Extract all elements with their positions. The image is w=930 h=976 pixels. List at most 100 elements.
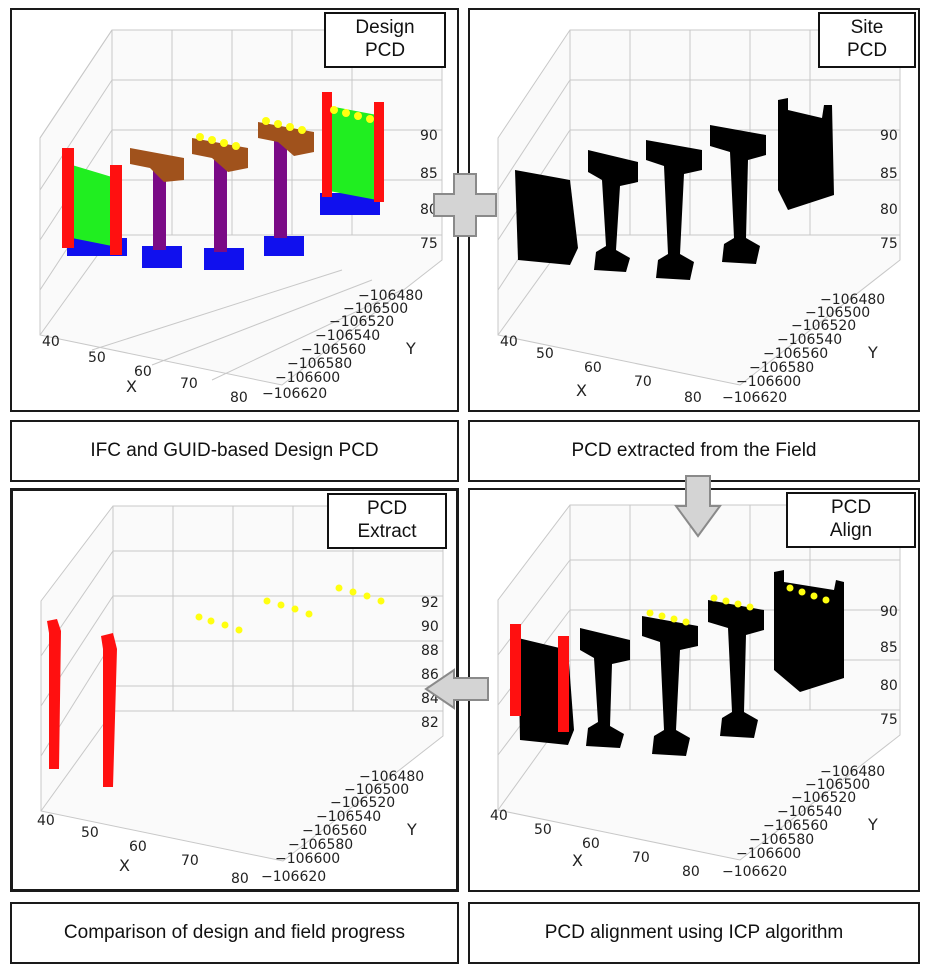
x-tick: 50 [536,346,554,362]
y-tick: −106620 [261,869,326,885]
z-ticks: 90 85 80 75 [880,128,898,252]
y-tick: −106520 [791,318,856,334]
y-tick: −106540 [777,332,842,348]
y-tick: −106480 [358,288,423,304]
y-axis-label: Y [405,339,416,358]
x-tick: 40 [37,813,55,829]
tag-line: PCD [846,40,888,61]
y-tick: −106500 [805,777,870,793]
site-pcd-panel: 90 85 80 75 40 50 60 70 80 X −106480 −10… [468,8,920,412]
align-pcd-panel: 90 85 80 75 40 50 60 70 80 X −106480 −10… [468,488,920,892]
x-tick: 50 [81,825,99,841]
tag-line: PCD [366,498,408,519]
y-tick: −106500 [805,305,870,321]
x-tick: 50 [534,822,552,838]
y-ticks: −106480 −106500 −106520 −106540 −106560 … [722,764,885,880]
y-tick: −106580 [749,832,814,848]
x-axis-label: X [119,856,130,875]
extract-pcd-panel: 92 90 88 86 84 82 40 50 60 70 80 X −1064… [10,488,459,892]
design-pcd-tag: Design PCD [324,12,446,68]
site-pcd-tag: Site PCD [818,12,916,68]
design-pcd-panel: 90 85 80 75 40 50 60 70 80 X −106480 −10… [10,8,459,412]
x-tick: 60 [134,364,152,380]
align-pcd-tag: PCD Align [786,492,916,548]
arrow-down-icon [674,475,722,538]
y-tick: −106620 [722,864,787,880]
y-tick: −106520 [329,314,394,330]
x-tick: 50 [88,350,106,366]
plus-icon [433,173,497,237]
y-tick: −106580 [287,356,352,372]
y-tick: −106520 [330,795,395,811]
x-tick: 80 [684,390,702,406]
x-tick: 60 [584,360,602,376]
y-tick: −106560 [301,342,366,358]
design-pcd-caption: IFC and GUID-based Design PCD [10,420,459,482]
align-pcd-caption: PCD alignment using ICP algorithm [468,902,920,964]
tag-line: Design [355,17,415,38]
x-tick: 70 [181,853,199,869]
axes-box [40,505,444,862]
x-ticks: 40 50 60 70 80 X [42,334,248,406]
y-tick: −106600 [275,370,340,386]
pier-columns [153,138,287,252]
z-tick: 85 [880,166,898,182]
y-axis-label: Y [867,343,878,362]
x-tick: 80 [230,390,248,406]
y-tick: −106600 [736,374,801,390]
y-ticks: −106480 −106500 −106520 −106540 −106560 … [261,769,424,885]
y-tick: −106540 [777,804,842,820]
x-ticks: 40 50 60 70 80 X [500,334,702,406]
x-axis-label: X [576,381,587,400]
z-tick: 85 [420,166,438,182]
y-tick: −106620 [722,390,787,406]
z-tick: 85 [880,640,898,656]
y-tick: −106500 [344,782,409,798]
x-tick: 80 [231,871,249,887]
y-axis-label: Y [867,815,878,834]
tag-line: Extract [357,521,417,542]
edge-columns [62,92,384,255]
x-ticks: 40 50 60 70 80 X [37,813,249,887]
x-tick: 80 [682,864,700,880]
site-pcd-caption: PCD extracted from the Field [468,420,920,482]
y-tick: −106480 [359,769,424,785]
x-tick: 60 [129,839,147,855]
extracted-bearings [195,584,385,634]
z-tick: 80 [880,678,898,694]
z-tick: 90 [420,128,438,144]
extracted-edge-columns [47,619,117,787]
extract-pcd-plot: 92 90 88 86 84 82 40 50 60 70 80 X −1064… [37,505,444,887]
footing-blocks [67,193,380,270]
y-tick: −106560 [302,823,367,839]
z-tick: 75 [880,712,898,728]
z-tick: 88 [421,643,439,659]
z-tick: 90 [880,128,898,144]
caption-text: Comparison of design and field progress [63,922,406,943]
bearing-points [196,106,374,150]
extract-pcd-caption: Comparison of design and field progress [10,902,459,964]
y-ticks: −106480 −106500 −106520 −106540 −106560 … [722,292,885,406]
wall-panels [72,105,377,248]
y-tick: −106520 [791,790,856,806]
z-ticks: 90 85 80 75 [880,604,898,728]
y-tick: −106500 [343,301,408,317]
y-tick: −106580 [749,360,814,376]
arrow-left-icon [424,668,489,710]
tag-line: PCD [364,40,406,61]
x-tick: 40 [490,808,508,824]
z-tick: 86 [421,667,439,683]
aligned-bearings [646,584,830,626]
y-tick: −106560 [763,346,828,362]
x-tick: 70 [632,850,650,866]
x-axis-label: X [126,377,137,396]
y-tick: −106540 [316,809,381,825]
x-tick: 60 [582,836,600,852]
x-tick: 40 [500,334,518,350]
z-tick: 90 [421,619,439,635]
x-ticks: 40 50 60 70 80 X [490,808,700,880]
z-tick: 75 [880,236,898,252]
z-tick: 90 [880,604,898,620]
y-tick: −106540 [315,328,380,344]
caption-text: IFC and GUID-based Design PCD [90,440,379,461]
